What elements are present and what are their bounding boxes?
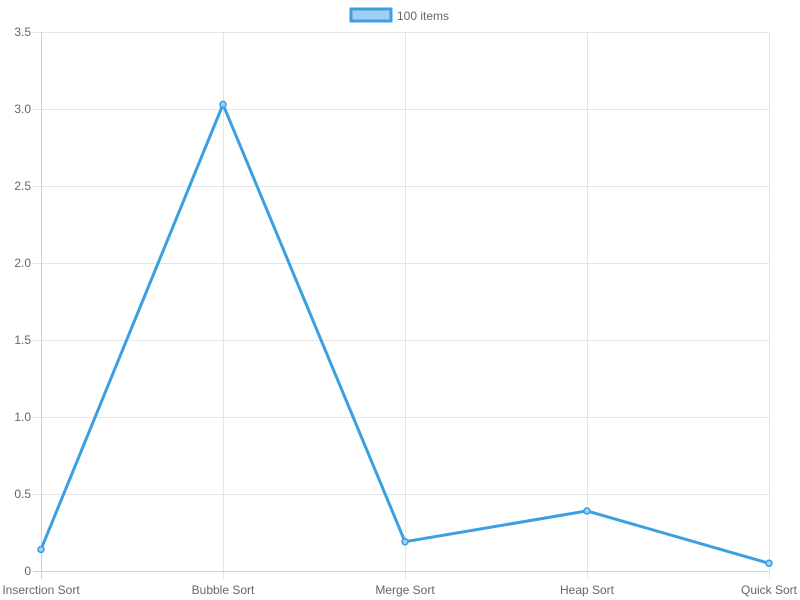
y-tick-label: 1.0 — [14, 410, 31, 424]
y-axis-tick-labels: 0 0.5 1.0 1.5 2.0 2.5 3.0 3.5 — [14, 25, 31, 578]
data-point[interactable] — [583, 507, 591, 515]
y-tick-label: 0 — [24, 564, 31, 578]
y-tick-label: 1.5 — [14, 333, 31, 347]
x-tick-label: Heap Sort — [560, 583, 615, 597]
y-tick-label: 3.5 — [14, 25, 31, 39]
legend-label[interactable]: 100 items — [397, 9, 449, 23]
y-tick-label: 0.5 — [14, 487, 31, 501]
axis-layer — [41, 32, 769, 572]
x-tick-label: Inserction Sort — [2, 583, 80, 597]
x-axis-tick-labels: Inserction Sort Bubble Sort Merge Sort Heap… — [2, 583, 797, 597]
data-point[interactable] — [401, 537, 409, 546]
x-tick-label: Quick Sort — [741, 583, 798, 597]
data-point[interactable] — [219, 100, 227, 109]
x-tick-label: Merge Sort — [375, 583, 435, 597]
legend-swatch[interactable] — [349, 7, 393, 23]
y-tick-label: 2.0 — [14, 256, 31, 270]
data-point[interactable] — [37, 545, 45, 554]
y-tick-label: 2.5 — [14, 179, 31, 193]
series-layer — [37, 100, 773, 568]
data-point[interactable] — [765, 559, 773, 568]
x-tick-label: Bubble Sort — [192, 583, 255, 597]
y-tick-label: 3.0 — [14, 102, 31, 116]
legend[interactable]: 100 items — [349, 7, 449, 23]
grid-layer — [33, 32, 770, 579]
